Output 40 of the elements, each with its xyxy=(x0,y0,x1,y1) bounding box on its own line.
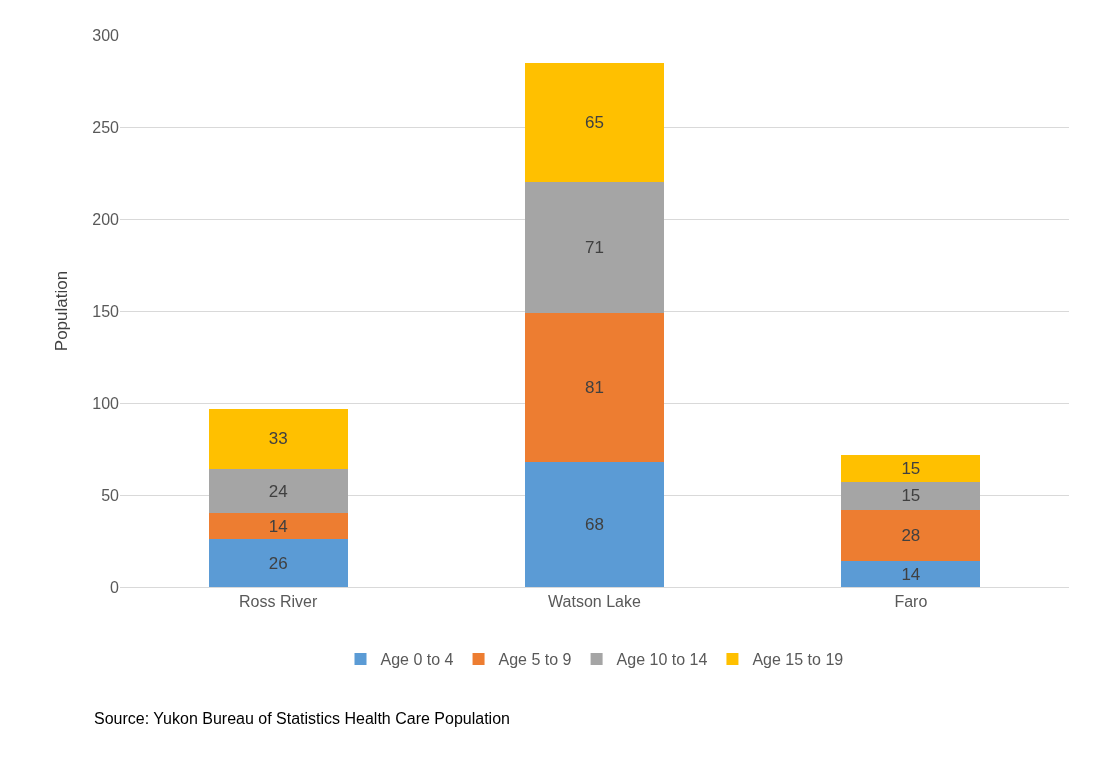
legend-label: Age 15 to 19 xyxy=(752,651,844,669)
bar xyxy=(841,561,981,587)
legend-label: Age 10 to 14 xyxy=(616,651,708,669)
y-tick-label: 200 xyxy=(92,210,120,228)
data-label: 15 xyxy=(901,486,921,506)
source-note: Source: Yukon Bureau of Statistics Health Care Population xyxy=(94,710,510,727)
y-tick-label: 50 xyxy=(101,486,120,504)
data-label: 65 xyxy=(585,112,604,132)
data-label: 71 xyxy=(585,238,604,258)
x-tick-label: Faro xyxy=(894,593,928,611)
bar xyxy=(524,312,665,462)
bar xyxy=(841,509,981,562)
x-tick-label: Ross River xyxy=(239,593,318,611)
data-label: 81 xyxy=(585,377,604,397)
bar xyxy=(208,408,348,470)
y-tick-label: 100 xyxy=(92,394,120,412)
bar xyxy=(208,513,348,540)
y-axis-title: Population xyxy=(51,270,71,352)
data-label: 15 xyxy=(901,458,921,478)
bar xyxy=(524,461,665,587)
data-label: 14 xyxy=(268,516,288,536)
bar xyxy=(524,62,665,183)
data-label: 68 xyxy=(585,514,604,534)
bar xyxy=(841,454,981,483)
legend-label: Age 5 to 9 xyxy=(498,651,572,669)
bar xyxy=(524,182,665,313)
data-label: 24 xyxy=(268,481,288,501)
data-label: 28 xyxy=(901,525,921,545)
data-label: 26 xyxy=(268,553,288,573)
bar xyxy=(208,469,348,514)
bar xyxy=(208,539,348,587)
bar xyxy=(841,482,981,510)
legend-label: Age 0 to 4 xyxy=(380,651,454,669)
y-tick-label: 300 xyxy=(92,26,120,44)
data-label: 14 xyxy=(901,564,921,584)
y-tick-label: 150 xyxy=(92,302,120,320)
x-tick-label: Watson Lake xyxy=(548,593,641,611)
y-tick-label: 0 xyxy=(110,578,120,596)
y-tick-label: 250 xyxy=(92,118,120,136)
data-label: 33 xyxy=(268,429,288,449)
